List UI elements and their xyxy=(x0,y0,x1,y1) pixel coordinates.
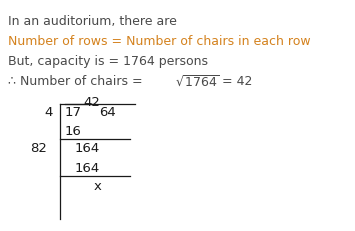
Text: 82: 82 xyxy=(30,141,47,154)
Text: 42: 42 xyxy=(83,96,100,109)
Text: 17: 17 xyxy=(65,106,82,119)
Text: But, capacity is = 1764 persons: But, capacity is = 1764 persons xyxy=(8,55,208,68)
Text: = 42: = 42 xyxy=(218,75,252,88)
Text: 164: 164 xyxy=(75,161,100,174)
Text: x: x xyxy=(94,179,102,192)
Text: 4: 4 xyxy=(44,106,53,119)
Text: 16: 16 xyxy=(65,125,82,137)
Text: $\sqrt{1764}$: $\sqrt{1764}$ xyxy=(175,75,220,90)
Text: Number of rows = Number of chairs in each row: Number of rows = Number of chairs in eac… xyxy=(8,35,311,48)
Text: ∴ Number of chairs =: ∴ Number of chairs = xyxy=(8,75,147,88)
Text: In an auditorium, there are: In an auditorium, there are xyxy=(8,15,177,28)
Text: 64: 64 xyxy=(99,106,116,119)
Text: 164: 164 xyxy=(75,141,100,154)
